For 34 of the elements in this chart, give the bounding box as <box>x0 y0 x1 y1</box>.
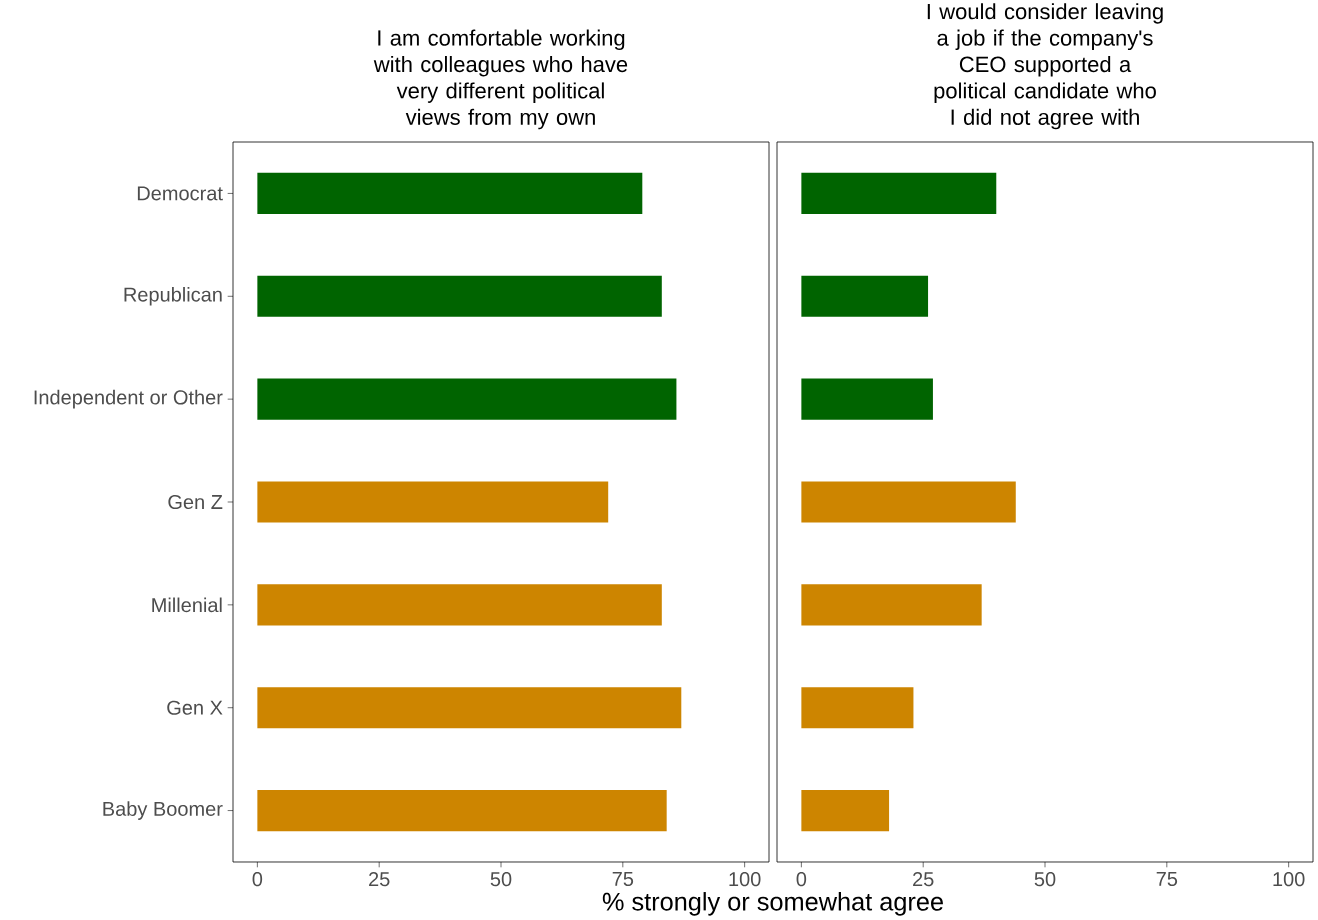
y-tick-label: Baby Boomer <box>103 801 223 820</box>
x-tick-label: 0 <box>252 872 263 887</box>
y-tick-label: Gen Z <box>168 494 223 510</box>
x-tick-label: 50 <box>1034 872 1056 887</box>
chart-title: I would consider leaving a job if the company's CEO supported a political candidate who I did not agree with <box>927 3 1163 130</box>
chart-title: I am comfortable working with colleagues who have very different political views from my own <box>373 29 628 130</box>
bar <box>801 275 929 317</box>
bar <box>257 790 667 832</box>
x-tick-label: 100 <box>729 872 761 887</box>
x-tick-label: 25 <box>913 872 934 887</box>
x-tick-label: 50 <box>490 872 512 887</box>
bar <box>257 172 643 214</box>
x-tick-label: 100 <box>1273 872 1305 887</box>
bar <box>801 481 1016 523</box>
x-tick-label: 0 <box>796 872 807 887</box>
y-tick-label: Gen X <box>167 700 223 715</box>
y-tick-label: Democrat <box>137 186 223 201</box>
x-tick-label: 75 <box>1156 872 1178 886</box>
x-tick-label: 25 <box>369 872 390 887</box>
bar <box>801 789 890 832</box>
bar <box>257 584 662 626</box>
bar <box>257 481 609 523</box>
bar <box>801 378 933 420</box>
x-tick-label: 75 <box>612 872 634 886</box>
bar <box>801 172 997 214</box>
y-tick-label: Millenial <box>152 597 222 613</box>
x-axis-title: % strongly or somewhat agree <box>602 892 943 916</box>
y-tick-label: Independent or Other <box>34 389 223 409</box>
bar <box>257 275 662 317</box>
bar <box>257 687 682 729</box>
bar <box>801 584 982 626</box>
y-tick-label: Republican <box>124 286 222 306</box>
bar <box>801 687 914 729</box>
bar <box>257 378 677 420</box>
